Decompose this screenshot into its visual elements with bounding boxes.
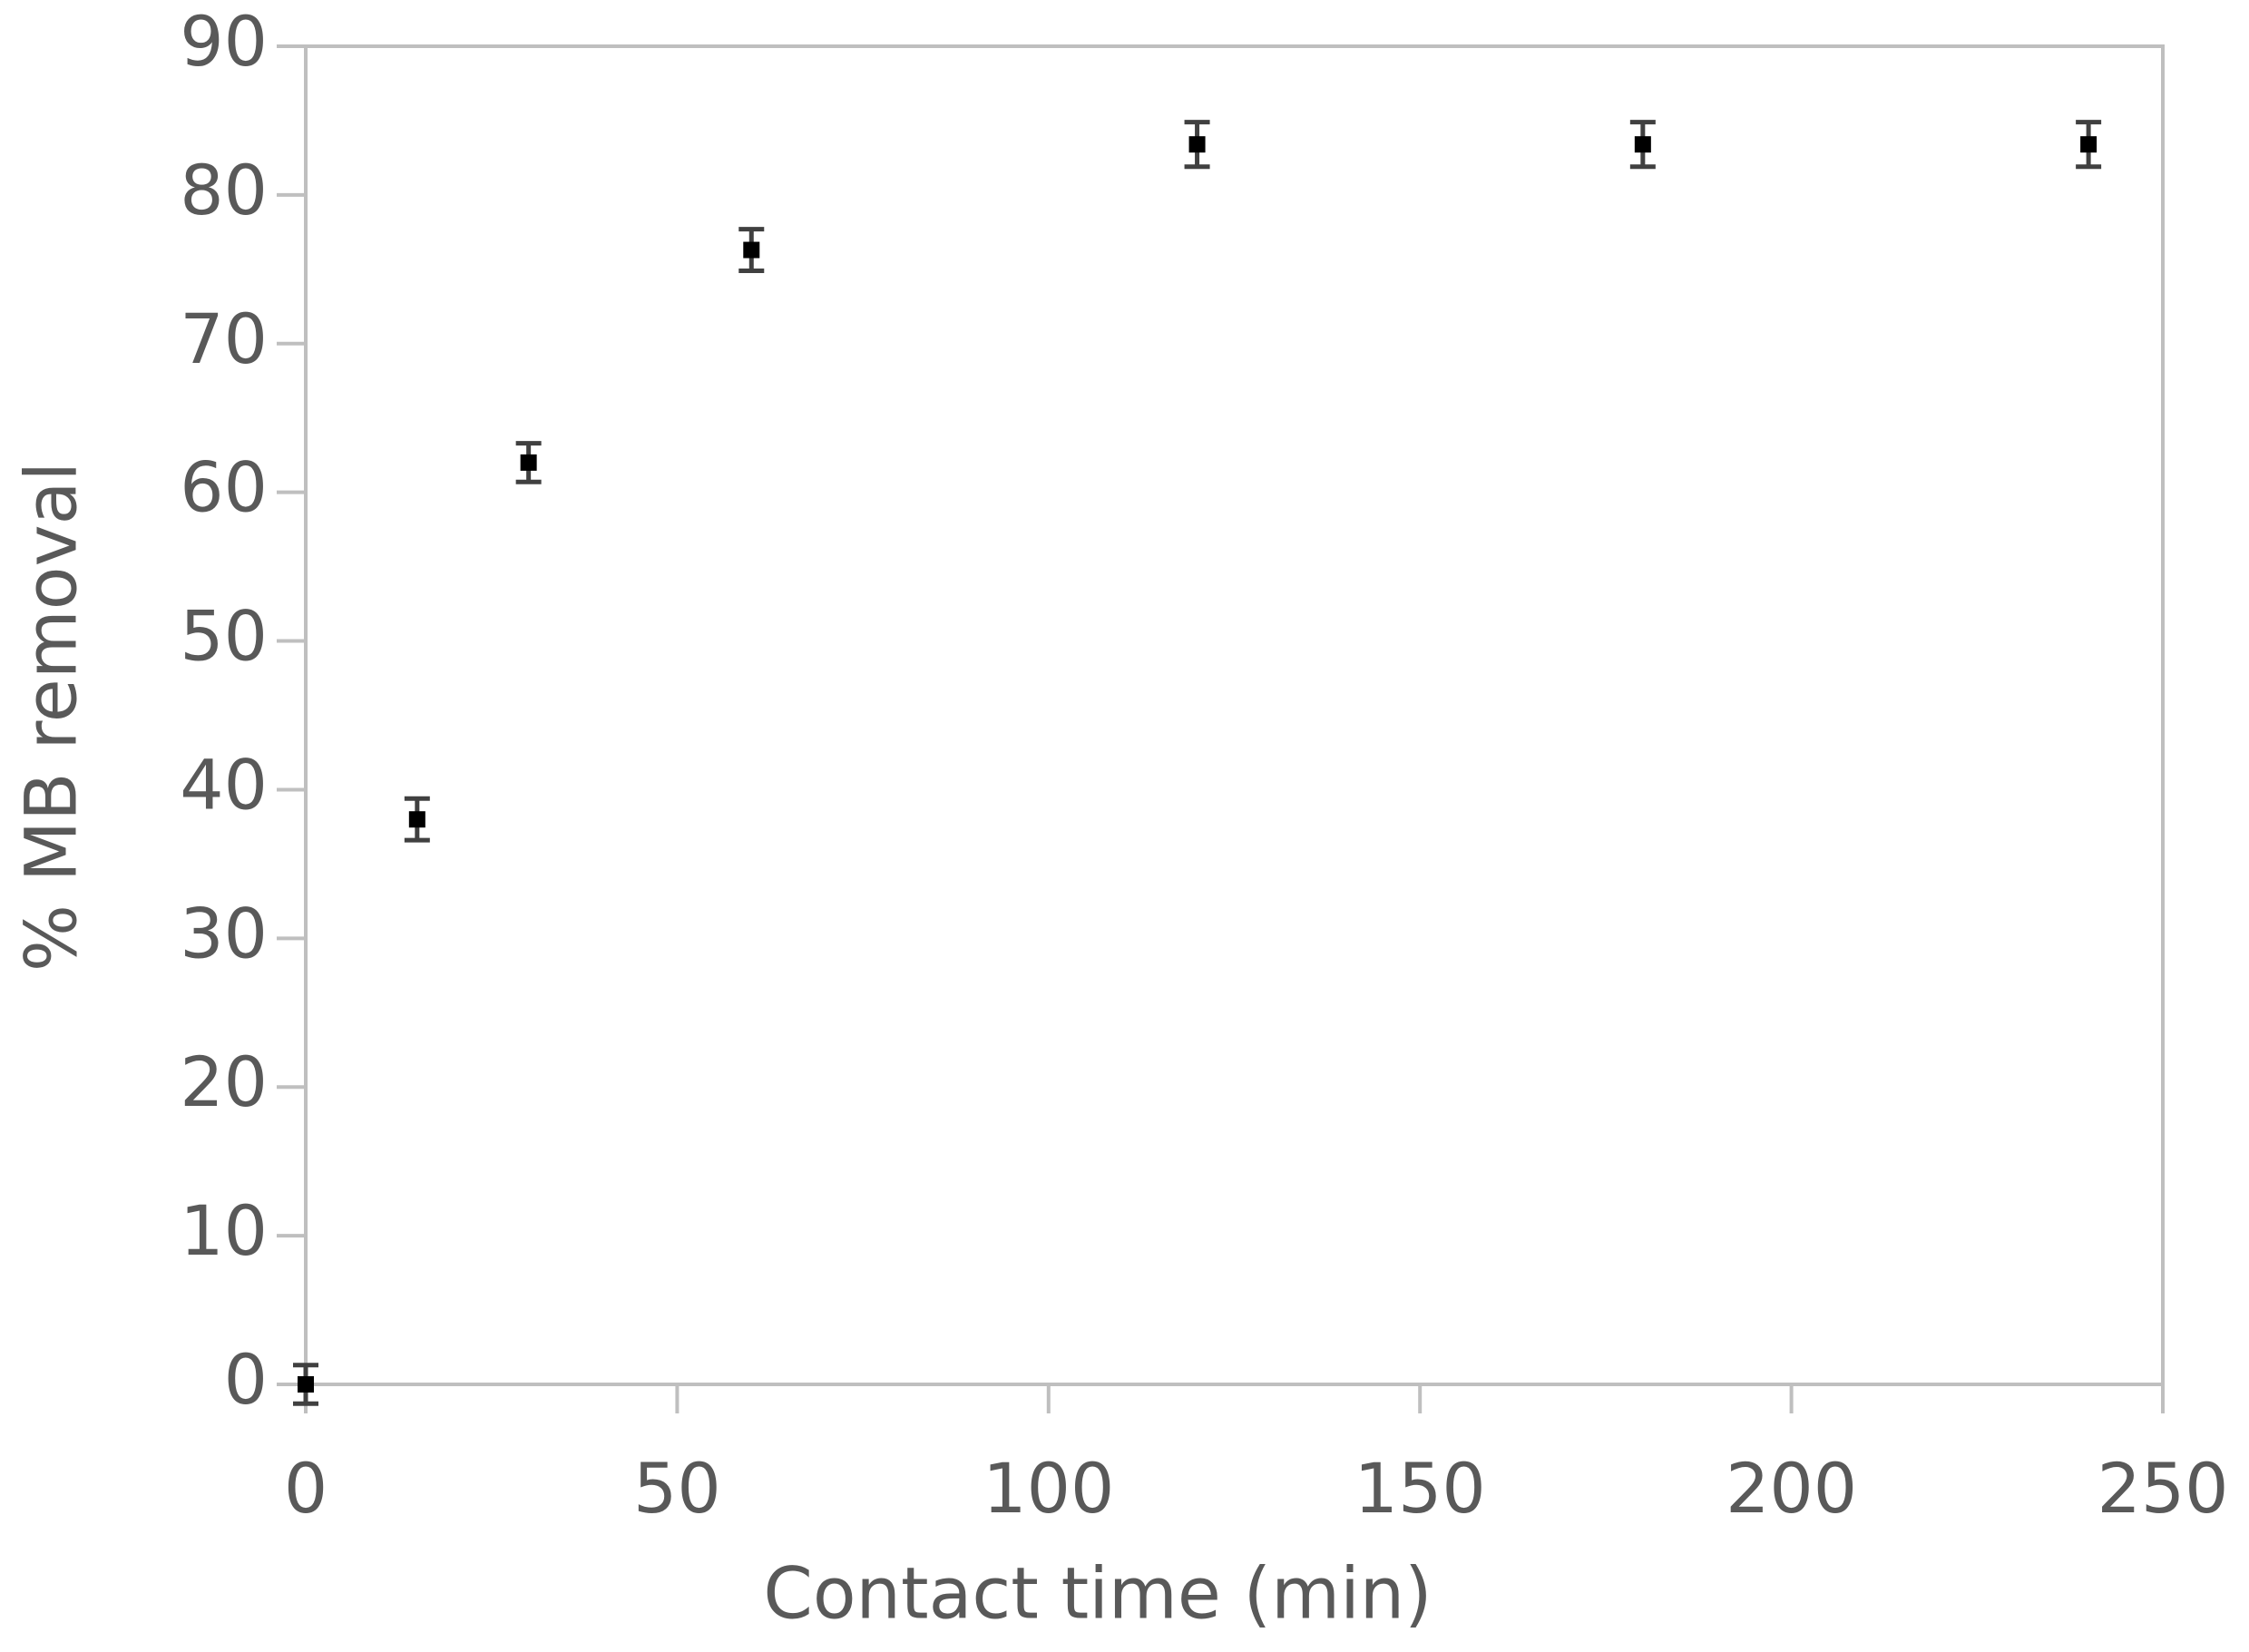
- x-axis-title: Contact time (min): [763, 1553, 1432, 1635]
- y-tick-label: 0: [224, 1339, 268, 1420]
- point: [2080, 136, 2097, 153]
- point: [408, 811, 425, 828]
- y-tick-label: 70: [180, 298, 268, 379]
- point: [520, 454, 537, 471]
- x-tick-label: 100: [983, 1448, 1114, 1529]
- x-tick-label: 50: [633, 1448, 721, 1529]
- point: [743, 241, 760, 259]
- x-tick-label: 0: [284, 1448, 328, 1529]
- y-tick-label: 20: [180, 1041, 268, 1122]
- point: [1634, 136, 1651, 153]
- x-tick-label: 200: [1726, 1448, 1857, 1529]
- x-tick-label: 250: [2097, 1448, 2228, 1529]
- plot-frame: [304, 44, 2165, 1386]
- x-tick-label: 150: [1354, 1448, 1486, 1529]
- y-tick-label: 60: [180, 447, 268, 528]
- point: [1188, 136, 1206, 153]
- y-tick-label: 10: [180, 1190, 268, 1271]
- y-axis-title: % MB removal: [11, 462, 93, 972]
- y-tick-label: 80: [180, 150, 268, 230]
- y-tick-label: 40: [180, 744, 268, 825]
- y-tick-label: 90: [180, 1, 268, 82]
- y-tick-label: 30: [180, 893, 268, 973]
- point: [298, 1376, 314, 1393]
- y-tick-label: 50: [180, 596, 268, 677]
